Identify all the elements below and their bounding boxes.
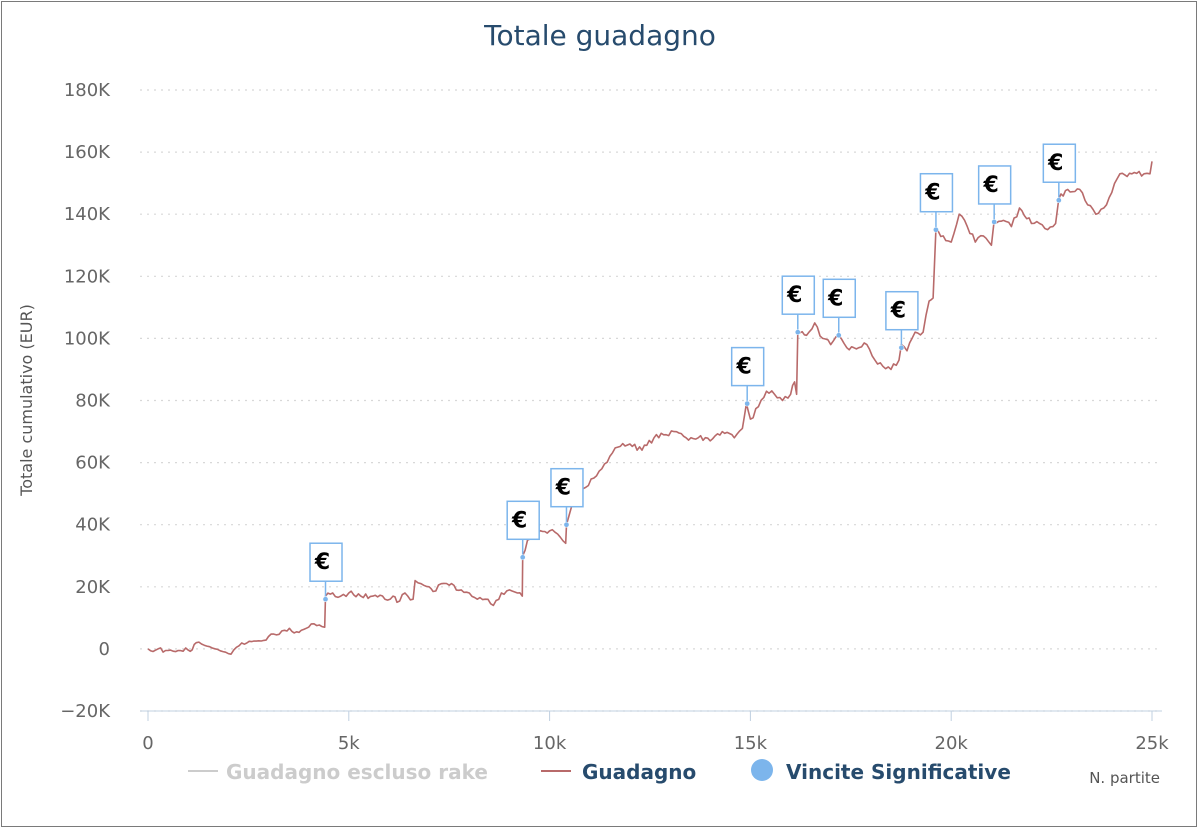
significant-win-point[interactable] [519, 554, 526, 561]
flag-label: € [1047, 151, 1063, 176]
flag-box [730, 346, 765, 387]
flag-box [919, 172, 954, 213]
significant-win-marker[interactable]: € [885, 290, 919, 351]
significant-win-marker[interactable]: € [506, 500, 540, 561]
flag-box [822, 278, 857, 319]
flag-box [781, 275, 816, 315]
significant-win-point[interactable] [835, 332, 842, 339]
legend-label: Guadagno escluso rake [226, 760, 488, 784]
x-tick-label: 15k [734, 733, 768, 754]
y-tick-label: 20K [75, 577, 111, 598]
flag-box [977, 165, 1012, 205]
legend-dot-symbol [751, 759, 773, 781]
y-axis: −20K 0 20K 40K 60K 80K 100K 120K 140K 160K 180K [60, 80, 111, 722]
legend-item[interactable]: Guadagno [541, 760, 696, 784]
legend: Guadagno escluso rake Guadagno Vincite Sig… [188, 759, 1011, 784]
series-layer [147, 161, 1153, 655]
significant-win-point[interactable] [991, 219, 998, 225]
legend-item[interactable]: Guadagno escluso rake [188, 760, 488, 784]
flag-label: € [924, 181, 940, 206]
significant-win-marker[interactable]: € [977, 165, 1012, 225]
y-tick-label: 160K [64, 142, 111, 163]
y-axis-title: Totale cumulativo (EUR) [17, 304, 36, 497]
y-tick-label: 60K [75, 453, 111, 474]
significant-win-point[interactable] [794, 329, 801, 336]
significant-win-point[interactable] [563, 521, 570, 528]
flag-label: € [786, 283, 802, 308]
x-tick-label: 5k [338, 733, 360, 754]
y-tick-label: 180K [64, 80, 111, 101]
significant-win-point[interactable] [898, 344, 905, 351]
flag-box [885, 290, 919, 331]
legend-item[interactable]: Vincite Significative [751, 759, 1011, 784]
x-tick-label: 25k [1135, 733, 1169, 754]
significant-win-point[interactable] [1055, 197, 1062, 204]
flag-box [506, 500, 540, 541]
flag-label: € [827, 286, 843, 311]
y-tick-label: 120K [64, 266, 111, 287]
x-tick-label: 0 [142, 733, 153, 754]
significant-win-point[interactable] [322, 596, 329, 603]
flag-label: € [555, 476, 571, 501]
y-tick-label: −20K [60, 701, 111, 722]
x-axis: 0 5k 10k 15k 20k 25k [140, 710, 1169, 754]
markers-layer: € € € € € € € € € € [309, 143, 1077, 603]
y-tick-label: 80K [75, 391, 111, 412]
significant-win-marker[interactable]: € [1042, 143, 1077, 204]
significant-win-marker[interactable]: € [730, 346, 765, 407]
flag-box [309, 542, 343, 582]
x-axis-title: N. partite [1089, 769, 1160, 787]
y-tick-label: 0 [99, 639, 110, 660]
x-tick-label: 20k [935, 733, 969, 754]
significant-win-point[interactable] [744, 400, 751, 407]
significant-win-point[interactable] [933, 226, 939, 233]
series-line-guadagno [147, 161, 1153, 655]
significant-win-marker[interactable]: € [550, 467, 584, 528]
flag-label: € [314, 550, 330, 575]
chart-title: Totale guadagno [483, 19, 716, 52]
legend-label: Guadagno [582, 760, 696, 784]
flag-label: € [890, 299, 906, 324]
legend-label: Vincite Significative [786, 760, 1011, 784]
flag-label: € [511, 508, 527, 533]
significant-win-marker[interactable]: € [919, 172, 954, 233]
significant-win-marker[interactable]: € [781, 275, 816, 336]
flag-label: € [983, 173, 999, 198]
x-tick-label: 10k [533, 733, 567, 754]
flag-box [550, 467, 584, 508]
y-tick-label: 140K [64, 204, 111, 225]
flag-box [1042, 143, 1077, 183]
significant-win-marker[interactable]: € [822, 278, 857, 339]
significant-win-marker[interactable]: € [309, 542, 343, 603]
y-tick-label: 100K [64, 328, 111, 349]
y-tick-label: 40K [75, 515, 111, 536]
flag-label: € [736, 355, 752, 380]
